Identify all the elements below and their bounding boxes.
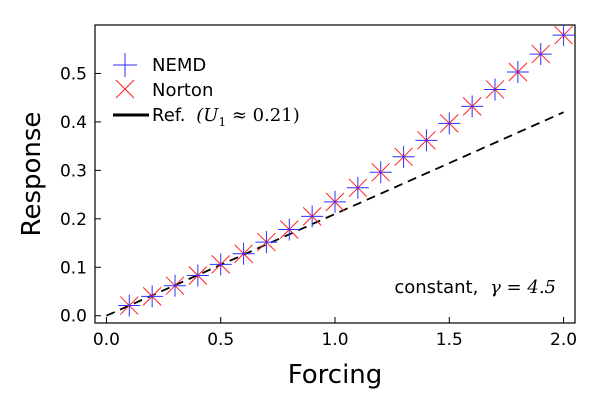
legend-norton-label: Norton (152, 80, 213, 101)
y-tick-label: 0.1 (60, 258, 87, 278)
legend-ref-math-sub: 1 (218, 115, 226, 129)
x-tick-label: 0.0 (93, 330, 120, 350)
y-axis-title: Response (17, 112, 47, 237)
nemd-point (506, 61, 529, 84)
axis-ticks: 0.0 0.5 1.0 1.5 2.0 0.0 0.1 0.2 0.3 0.4 0.5 (60, 64, 577, 350)
annotation-math: γ = 4.5 (490, 277, 556, 298)
x-tick-label: 0.5 (207, 330, 234, 350)
annotation-text: constant, (394, 277, 478, 298)
legend-norton-marker (115, 79, 135, 99)
y-tick-label: 0.4 (60, 113, 87, 133)
legend-nemd-label: NEMD (152, 55, 206, 76)
nemd-point (415, 129, 438, 152)
nemd-point (141, 285, 164, 308)
nemd-point (324, 190, 346, 213)
nemd-point (346, 176, 369, 199)
nemd-point (118, 294, 141, 317)
nemd-point (255, 231, 278, 254)
nemd-point (529, 43, 552, 66)
annotation: constant, γ = 4.5 (394, 277, 556, 298)
nemd-point (438, 112, 461, 135)
nemd-point (232, 242, 255, 265)
x-tick-label: 1.0 (321, 330, 348, 350)
nemd-point (164, 274, 186, 297)
legend-ref-label: Ref. (U1 ≈ 0.21) (152, 105, 300, 129)
ref-line (106, 111, 564, 317)
legend-ref-text: Ref. (152, 105, 186, 126)
legend-ref-math-rest: ≈ 0.21) (226, 105, 300, 126)
chart-marks (106, 24, 575, 317)
x-tick-label: 2.0 (550, 330, 577, 350)
y-tick-label: 0.0 (60, 307, 87, 327)
x-tick-label: 1.5 (436, 330, 463, 350)
nemd-point (369, 161, 392, 184)
y-tick-label: 0.3 (60, 161, 87, 181)
nemd-point (392, 145, 415, 168)
legend-ref-math: (U (196, 105, 219, 126)
y-tick-label: 0.5 (60, 64, 87, 84)
legend-nemd-marker (113, 53, 137, 77)
y-tick-label: 0.2 (60, 210, 87, 230)
nemd-point (484, 78, 506, 101)
nemd-point (461, 95, 484, 118)
nemd-point (301, 205, 324, 228)
nemd-point (278, 218, 301, 241)
legend: NEMD Norton Ref. (U1 ≈ 0.21) (113, 53, 300, 129)
nemd-point (209, 253, 232, 276)
x-axis-title: Forcing (288, 360, 383, 390)
nemd-point (552, 24, 575, 47)
nemd-point (186, 264, 209, 287)
